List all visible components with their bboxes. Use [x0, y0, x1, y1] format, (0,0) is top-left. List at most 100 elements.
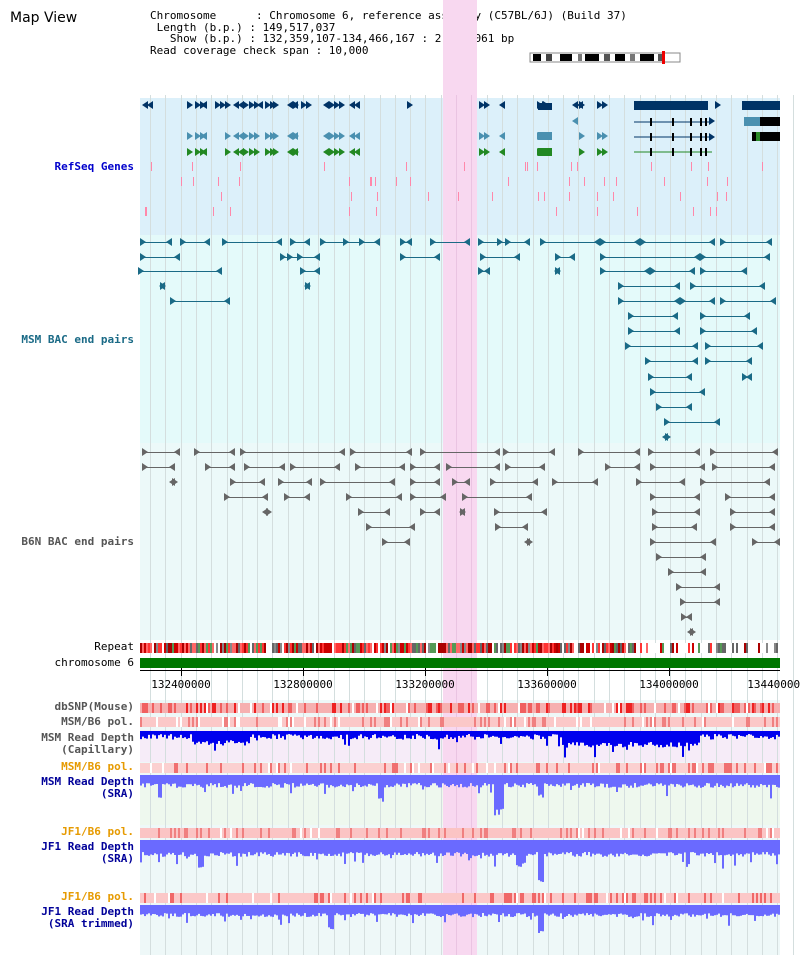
repeat-segment	[754, 643, 756, 653]
msm-bac-end	[705, 342, 711, 350]
msm-b6-pol-strip	[510, 717, 512, 727]
msm-b6-pol-2-strip	[352, 763, 354, 773]
jf1-b6-pol-2-strip	[410, 893, 412, 903]
jf1-b6-pol-2-strip	[628, 893, 630, 903]
jf1-b6-pol-2-strip	[162, 893, 164, 903]
dbsnp-strip	[474, 703, 476, 713]
pink-marker	[324, 162, 325, 171]
msm-b6-pol-strip	[590, 717, 592, 727]
msm-b6-pol-strip	[164, 717, 166, 727]
msm-b6-pol-strip	[400, 717, 402, 727]
b6n-bac-end	[769, 508, 775, 516]
repeat-segment	[674, 643, 676, 653]
msm-b6-pol-2-strip	[736, 763, 738, 773]
dbsnp-strip	[646, 703, 648, 713]
msm-bac-end	[180, 238, 186, 246]
jf1-b6-pol-2-strip	[260, 893, 262, 903]
msm-b6-pol-2-strip	[394, 763, 396, 773]
msm-bac-end	[222, 238, 228, 246]
repeat-segment	[680, 643, 682, 653]
msm-b6-pol-2-strip	[672, 763, 674, 773]
msm-bac-end	[648, 373, 654, 381]
jf1-depth-trimmed-bar	[336, 905, 338, 914]
jf1-b6-pol-2-strip	[276, 893, 278, 903]
jf1-depth-trimmed-bar	[334, 905, 336, 916]
jf1-b6-pol-2-strip	[606, 893, 608, 903]
msm-b6-pol-strip	[616, 717, 618, 727]
jf1-b6-pol-strip	[658, 828, 660, 838]
msm-b6-pol-2-strip	[350, 763, 352, 773]
msm-b6-pol-2-strip	[366, 763, 368, 773]
dbsnp-strip	[408, 703, 410, 713]
msm-b6-pol-2-strip	[232, 763, 234, 773]
msm-b6-pol-2-strip	[370, 763, 372, 773]
repeat-segment	[282, 643, 284, 653]
jf1-b6-pol-2-strip	[146, 893, 148, 903]
jf1-b6-pol-strip	[168, 828, 170, 838]
msm-b6-pol-strip	[194, 717, 196, 727]
dbsnp-strip	[548, 703, 550, 713]
repeat-segment	[648, 643, 650, 653]
msm-b6-pol-2-strip	[510, 763, 512, 773]
dbsnp-strip	[758, 703, 760, 713]
jf1-depth-sra-bar	[384, 840, 386, 856]
dbsnp-strip	[698, 703, 700, 713]
jf1-depth-sra-bar	[630, 840, 632, 855]
jf1-b6-pol-2-strip	[278, 893, 280, 903]
msm-bac-end	[640, 238, 646, 246]
msm-b6-pol-strip	[766, 717, 768, 727]
jf1-b6-pol-2-strip	[342, 893, 344, 903]
jf1-b6-pol-2-strip	[574, 893, 576, 903]
jf1-depth-sra-bar	[170, 840, 172, 855]
jf1-b6-pol-strip	[500, 828, 502, 838]
jf1-b6-pol-strip	[170, 828, 172, 838]
msm-depth-sra-bar	[268, 775, 270, 788]
msm-depth-sra-bar	[154, 775, 156, 785]
msm-depth-sra-bar	[420, 775, 422, 786]
jf1-b6-pol-2-strip	[280, 893, 282, 903]
jf1-b6-pol-2-strip	[294, 893, 296, 903]
dbsnp-strip	[708, 703, 710, 713]
jf1-depth-sra-bar	[380, 840, 382, 853]
jf1-b6-pol-strip	[320, 828, 322, 838]
msm-depth-sra-bar	[636, 775, 638, 788]
jf1-depth-trimmed-bar	[460, 905, 462, 917]
msm-b6-pol-2-strip	[414, 763, 416, 773]
dbsnp-strip	[428, 703, 430, 713]
msm-b6-pol-2-strip	[470, 763, 472, 773]
jf1-b6-pol-2-strip	[740, 893, 742, 903]
msm-b6-pol-2-strip	[234, 763, 236, 773]
jf1-depth-trimmed-bar	[268, 905, 270, 916]
dbsnp-strip	[604, 703, 606, 713]
gene-exon	[650, 118, 652, 126]
jf1-depth-trimmed-bar	[604, 905, 606, 915]
jf1-depth-sra-bar	[624, 840, 626, 853]
msm-bac-end	[674, 282, 680, 290]
msm-depth-capillary-bar	[556, 731, 558, 735]
msm-b6-pol-2-strip	[356, 763, 358, 773]
repeat-segment	[712, 643, 714, 653]
msm-b6-pol-strip	[728, 717, 730, 727]
jf1-b6-pol-strip	[488, 828, 490, 838]
msm-depth-capillary-bar	[280, 731, 282, 738]
dbsnp-strip	[280, 703, 282, 713]
msm-depth-capillary-bar	[512, 731, 514, 738]
b6n-bac-end	[229, 448, 235, 456]
msm-depth-capillary-bar	[722, 731, 724, 738]
dbsnp-strip	[598, 703, 600, 713]
b6n-bac-end	[406, 448, 412, 456]
gene-exon-marker	[354, 101, 360, 109]
jf1-b6-pol-strip	[464, 828, 466, 838]
msm-b6-pol-2-strip	[314, 763, 316, 773]
jf1-b6-pol-strip	[354, 828, 356, 838]
msm-b6-pol-2-strip	[512, 763, 514, 773]
gene-exon	[700, 148, 702, 156]
msm-b6-pol-strip	[520, 717, 522, 727]
jf1-b6-pol-strip	[430, 828, 432, 838]
msm-depth-sra-bar	[756, 775, 758, 786]
jf1-b6-pol-2-strip	[630, 893, 632, 903]
jf1-b6-pol-2-strip	[296, 893, 298, 903]
dbsnp-strip	[248, 703, 250, 713]
msm-b6-pol-strip	[332, 717, 334, 727]
